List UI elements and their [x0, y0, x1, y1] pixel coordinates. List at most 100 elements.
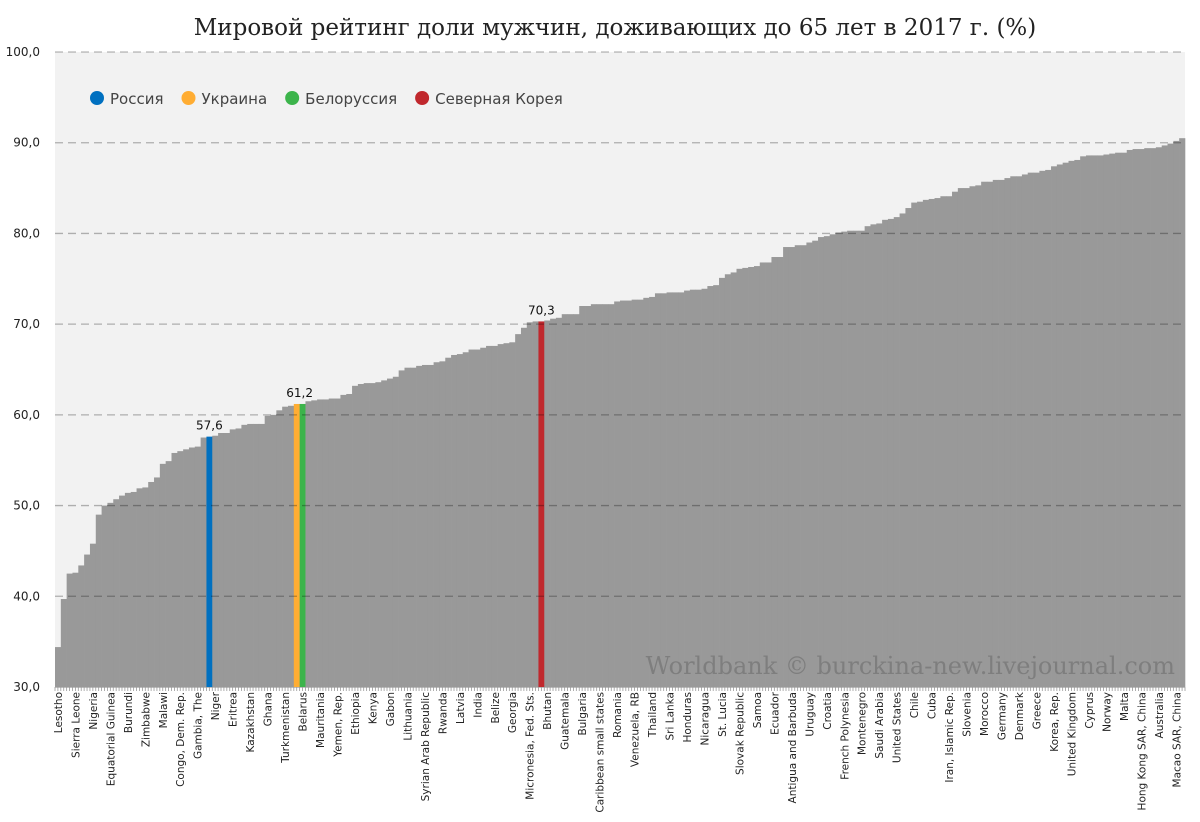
- bar-highlight: [538, 321, 545, 687]
- x-tick-label: Cuba: [927, 692, 939, 719]
- bar: [992, 179, 999, 687]
- bar: [986, 181, 994, 687]
- bar: [882, 219, 889, 688]
- x-tick-label: Mauritania: [315, 692, 327, 748]
- bar: [550, 318, 557, 687]
- bar: [107, 502, 114, 687]
- bar: [934, 198, 941, 688]
- bar: [520, 327, 528, 687]
- x-tick-label: United States: [892, 692, 904, 763]
- bar: [194, 446, 201, 687]
- bar: [555, 317, 563, 687]
- x-tick-label: Zimbabwe: [140, 692, 152, 747]
- bar: [917, 201, 924, 687]
- bar: [101, 505, 108, 687]
- bar: [654, 293, 662, 687]
- x-tick-label: Gambia, The: [193, 692, 205, 759]
- bar: [258, 423, 265, 687]
- bar: [649, 296, 656, 687]
- bar: [177, 451, 184, 687]
- bar: [567, 314, 574, 687]
- x-tick-label: Nicaragua: [699, 692, 711, 745]
- bar: [969, 186, 976, 687]
- x-axis: Lesotho Sierra Leone Nigeria Equatorial Gui…: [53, 687, 1186, 813]
- bar: [270, 414, 277, 687]
- bar: [643, 297, 650, 687]
- x-tick-label: Sri Lanka: [665, 692, 677, 741]
- bar: [322, 399, 330, 687]
- bar: [142, 487, 149, 687]
- x-tick-label: Norway: [1101, 692, 1113, 732]
- bar: [1045, 169, 1052, 687]
- bar: [282, 406, 289, 687]
- x-tick-label: Sierra Leone: [70, 692, 82, 758]
- bar: [812, 240, 819, 687]
- x-tick-label: Antigua and Barbuda: [787, 692, 799, 803]
- bar: [707, 286, 714, 687]
- bar: [416, 365, 423, 687]
- x-tick-label: Slovak Republic: [734, 692, 746, 775]
- bar: [1179, 138, 1186, 687]
- bar: [311, 400, 318, 687]
- bar: [398, 370, 405, 687]
- bar: [1056, 164, 1063, 687]
- bar: [1161, 145, 1168, 687]
- x-tick-label: Ghana: [263, 692, 275, 726]
- bar: [1150, 148, 1157, 687]
- bar: [1074, 159, 1081, 687]
- x-tick-label: Lesotho: [53, 692, 65, 733]
- x-tick-label: Gabon: [385, 692, 397, 726]
- bar: [620, 300, 627, 687]
- bar: [952, 191, 959, 687]
- bar: [922, 199, 930, 687]
- bar: [497, 344, 504, 687]
- y-tick-label: 80,0: [13, 226, 40, 240]
- x-tick-label: Kazakhstan: [245, 692, 257, 753]
- bar: [124, 492, 132, 687]
- bar: [1167, 143, 1174, 687]
- bar: [713, 285, 720, 687]
- x-tick-label: India: [472, 692, 484, 718]
- bar: [346, 393, 353, 687]
- bar: [1173, 140, 1180, 687]
- bar: [456, 354, 464, 687]
- bar: [212, 435, 219, 687]
- bar: [352, 385, 359, 687]
- data-label: 70,3: [528, 303, 555, 317]
- bar: [451, 354, 458, 687]
- bar: [1016, 176, 1023, 687]
- bar: [526, 322, 533, 687]
- bar: [1126, 149, 1133, 687]
- bar: [188, 447, 196, 687]
- bar: [730, 272, 737, 687]
- x-tick-label: Turkmenistan: [280, 692, 292, 764]
- bar: [1021, 174, 1029, 687]
- bar: [78, 565, 85, 687]
- x-tick-label: Honduras: [682, 692, 694, 743]
- bar: [957, 188, 964, 688]
- bar: [445, 357, 452, 687]
- x-tick-label: Australia: [1154, 692, 1166, 738]
- bar: [852, 230, 860, 687]
- bar: [357, 384, 365, 687]
- bar: [742, 267, 749, 687]
- bar: [89, 543, 97, 687]
- bar: [404, 367, 411, 687]
- legend-marker: [181, 91, 196, 105]
- bar: [911, 202, 918, 688]
- bar: [928, 198, 935, 687]
- bar: [1027, 172, 1034, 687]
- bar: [940, 196, 947, 687]
- data-labels: 57,6 61,2 70,3: [196, 303, 555, 432]
- bar: [55, 647, 62, 687]
- bar: [468, 349, 475, 687]
- legend: Россия Украина Белоруссия Северная Корея: [90, 90, 563, 108]
- bar: [998, 179, 1005, 687]
- bars: [55, 138, 1186, 688]
- bar: [1144, 148, 1151, 687]
- bar: [480, 347, 487, 687]
- legend-label: Россия: [110, 90, 164, 108]
- legend-marker: [285, 91, 300, 105]
- bar: [229, 429, 236, 687]
- bar: [509, 342, 516, 687]
